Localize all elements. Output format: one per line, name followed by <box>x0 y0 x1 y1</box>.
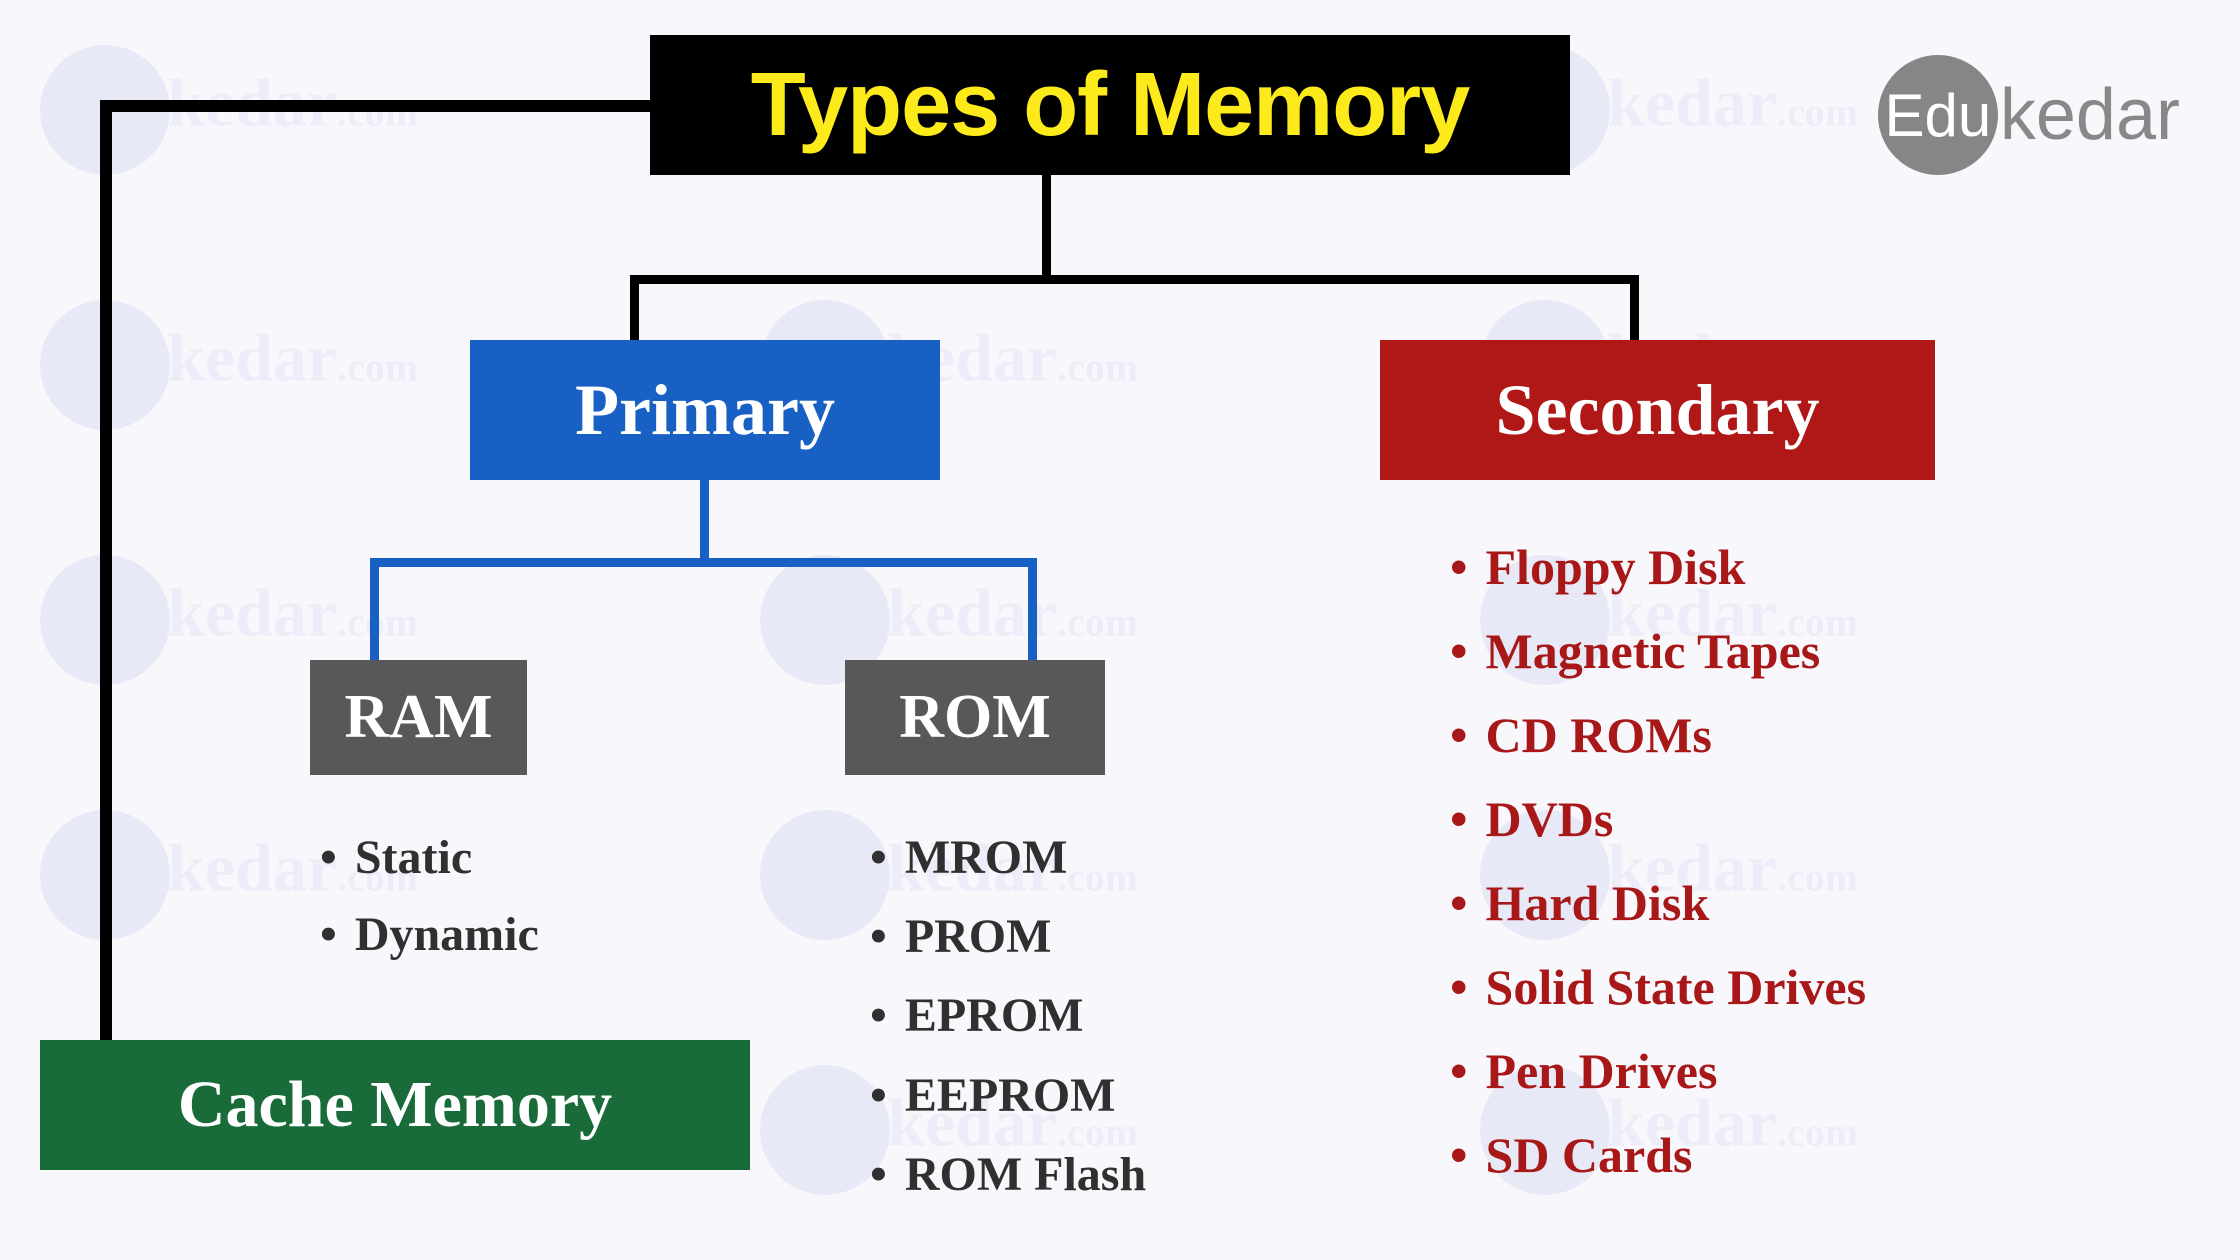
list-item: Static <box>320 820 539 897</box>
list-item: CD ROMs <box>1450 693 1866 777</box>
brand-logo: Edu kedar <box>1878 55 2180 175</box>
connector-line <box>370 558 379 664</box>
list-item: Hard Disk <box>1450 861 1866 945</box>
secondary-items-list: Floppy DiskMagnetic TapesCD ROMsDVDsHard… <box>1450 525 1866 1197</box>
list-item: SD Cards <box>1450 1113 1866 1197</box>
ram-items-list: StaticDynamic <box>320 820 539 974</box>
cache-node: Cache Memory <box>40 1040 750 1170</box>
list-item: ROM Flash <box>870 1135 1146 1214</box>
list-item: Floppy Disk <box>1450 525 1866 609</box>
logo-circle: Edu <box>1878 55 1998 175</box>
list-item: Dynamic <box>320 897 539 974</box>
list-item: EPROM <box>870 976 1146 1055</box>
primary-node: Primary <box>470 340 940 480</box>
logo-text: kedar <box>2000 74 2180 156</box>
ram-node: RAM <box>310 660 527 775</box>
list-item: PROM <box>870 897 1146 976</box>
connector-line <box>1042 175 1051 275</box>
rom-items-list: MROMPROMEPROMEEPROMROM Flash <box>870 818 1146 1214</box>
secondary-node: Secondary <box>1380 340 1935 480</box>
connector-line <box>1630 275 1639 345</box>
connector-line <box>1028 558 1037 664</box>
rom-node: ROM <box>845 660 1105 775</box>
title-node: Types of Memory <box>650 35 1570 175</box>
memory-types-diagram: Types of Memory Primary Secondary RAM RO… <box>0 0 2240 1260</box>
list-item: EEPROM <box>870 1056 1146 1135</box>
connector-line <box>630 275 639 345</box>
list-item: MROM <box>870 818 1146 897</box>
connector-line <box>370 558 1036 567</box>
connector-line <box>100 100 655 112</box>
list-item: Solid State Drives <box>1450 945 1866 1029</box>
connector-line <box>700 480 709 562</box>
list-item: DVDs <box>1450 777 1866 861</box>
list-item: Magnetic Tapes <box>1450 609 1866 693</box>
connector-line <box>630 275 1638 284</box>
connector-line <box>100 100 112 1045</box>
list-item: Pen Drives <box>1450 1029 1866 1113</box>
